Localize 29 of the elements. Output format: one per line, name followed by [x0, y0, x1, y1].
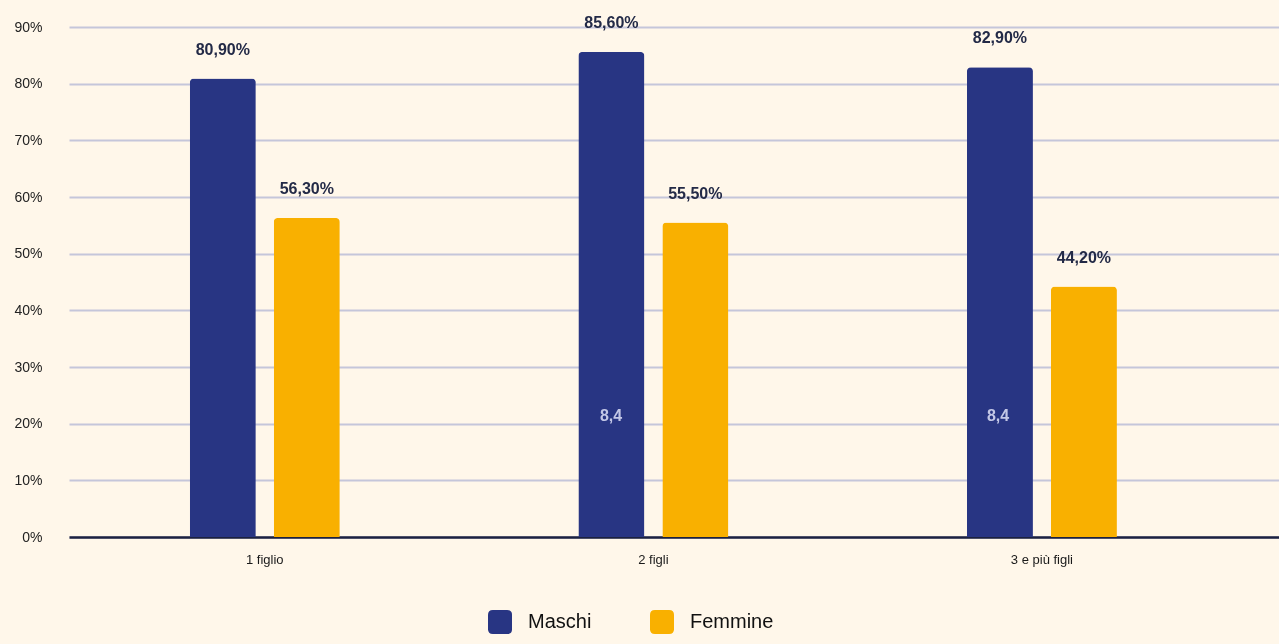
y-tick-label: 0%	[22, 528, 43, 545]
y-tick-label: 90%	[14, 18, 43, 35]
x-tick-label: 3 e più figli	[1010, 551, 1074, 567]
data-label: 80,90%	[195, 40, 250, 58]
y-tick-label: 10%	[14, 471, 43, 488]
annotation: 8,4	[986, 407, 1010, 424]
legend-label: Femmine	[690, 610, 774, 632]
bar	[189, 78, 256, 537]
x-tick-label: 2 figli	[638, 551, 669, 567]
data-label: 44,20%	[1056, 248, 1112, 266]
y-tick-label: 50%	[14, 245, 43, 262]
legend-label: Maschi	[528, 610, 592, 632]
y-tick-label: 80%	[14, 75, 43, 92]
data-label: 82,90%	[972, 29, 1028, 47]
data-label: 55,50%	[668, 184, 723, 202]
data-label: 85,60%	[584, 13, 639, 31]
data-label: 56,30%	[279, 179, 334, 197]
bar	[578, 51, 645, 537]
x-tick-label: 1 figlio	[245, 551, 284, 567]
bar	[966, 67, 1033, 537]
bar	[273, 217, 340, 537]
y-tick-label: 70%	[14, 131, 43, 148]
bar	[1050, 286, 1117, 537]
y-tick-label: 40%	[14, 301, 43, 318]
annotation: 8,4	[599, 407, 623, 424]
y-tick-label: 20%	[14, 415, 43, 432]
bar	[662, 222, 729, 537]
y-tick-label: 30%	[14, 358, 43, 375]
y-tick-label: 60%	[14, 188, 43, 205]
